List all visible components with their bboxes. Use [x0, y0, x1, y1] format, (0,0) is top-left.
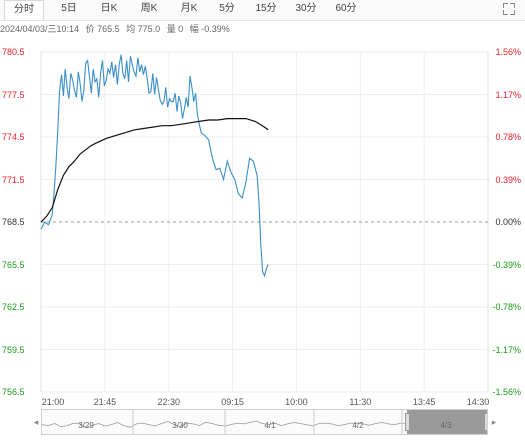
navigator-selection[interactable] — [407, 410, 487, 434]
x-tick-label: 14:30 — [466, 397, 490, 407]
y-tick-label-right: -1.17% — [492, 344, 521, 355]
y-tick-label-right: -0.39% — [492, 259, 521, 270]
y-tick-label-left: 759.5 — [2, 344, 25, 355]
navigator-date-label: 3/30 — [172, 421, 188, 430]
tab-1[interactable]: 5日 — [61, 3, 77, 14]
quote-volume: 量 0 — [166, 24, 184, 34]
navigator-date-label: 3/29 — [78, 421, 94, 430]
y-tick-label-right: 0.00% — [495, 217, 521, 227]
x-tick-label: 21:00 — [41, 397, 65, 407]
tab-8[interactable]: 60分 — [335, 3, 357, 14]
tab-7[interactable]: 30分 — [295, 3, 317, 14]
tab-6[interactable]: 15分 — [255, 3, 277, 14]
price-line — [40, 54, 269, 278]
y-tick-label-right: -0.78% — [492, 302, 521, 312]
quote-price: 价 765.5 — [85, 24, 120, 34]
x-tick-label: 22:30 — [157, 397, 180, 407]
quote-datetime: 2024/04/03/三10:14 — [0, 24, 80, 34]
y-tick-label-left: 765.5 — [2, 259, 25, 270]
navigator-left-handle[interactable] — [405, 413, 410, 431]
average-line — [40, 117, 269, 223]
tab-4[interactable]: 月K — [180, 3, 198, 14]
tab-0[interactable]: 分时 — [4, 0, 44, 20]
quote-change: 幅 -0.39% — [189, 24, 230, 34]
y-tick-label-left: 780.5 — [2, 47, 25, 57]
x-tick-label: 10:00 — [285, 397, 308, 407]
y-tick-label-right: -1.56% — [492, 387, 521, 397]
x-tick-label: 13:45 — [412, 397, 436, 407]
y-tick-label-right: 0.39% — [495, 174, 521, 185]
intraday-chart[interactable] — [0, 0, 525, 408]
tab-3[interactable]: 周K — [140, 3, 158, 14]
x-tick-label: 09:15 — [221, 397, 244, 407]
y-tick-label-left: 762.5 — [2, 302, 25, 312]
y-tick-label-left: 777.5 — [2, 89, 25, 100]
y-tick-label-left: 774.5 — [2, 132, 25, 142]
y-tick-label-left: 756.5 — [2, 387, 25, 397]
navigator-right-handle[interactable] — [484, 413, 487, 431]
quote-info-bar: 2024/04/03/三10:14 价 765.5 均 775.0 量 0 幅 … — [0, 22, 525, 36]
period-tab-bar: 分时 5日 日K 周K 月K 5分 15分 30分 60分 — [0, 0, 525, 21]
y-tick-label-right: 1.17% — [495, 89, 521, 100]
navigator-scroll-right-icon[interactable]: ▸ — [491, 417, 497, 427]
y-tick-label-left: 768.5 — [2, 217, 25, 227]
navigator-date-label: 4/3 — [440, 421, 452, 430]
x-tick-label: 11:30 — [349, 397, 372, 407]
fullscreen-icon[interactable] — [503, 3, 515, 15]
navigator-date-label: 4/1 — [264, 421, 276, 430]
x-tick-label: 21:45 — [93, 397, 117, 407]
tab-2[interactable]: 日K — [100, 3, 118, 14]
y-tick-label-left: 771.5 — [2, 174, 25, 185]
navigator-date-label: 4/2 — [352, 421, 364, 430]
navigator-scroll-left-icon[interactable]: ◂ — [33, 417, 39, 427]
y-tick-label-right: 1.56% — [495, 47, 521, 57]
quote-average: 均 775.0 — [126, 24, 161, 34]
tab-5[interactable]: 5分 — [219, 3, 235, 14]
y-tick-label-right: 0.78% — [495, 132, 521, 142]
time-navigator[interactable]: 3/29 3/30 4/1 4/2 4/3 — [41, 409, 488, 435]
